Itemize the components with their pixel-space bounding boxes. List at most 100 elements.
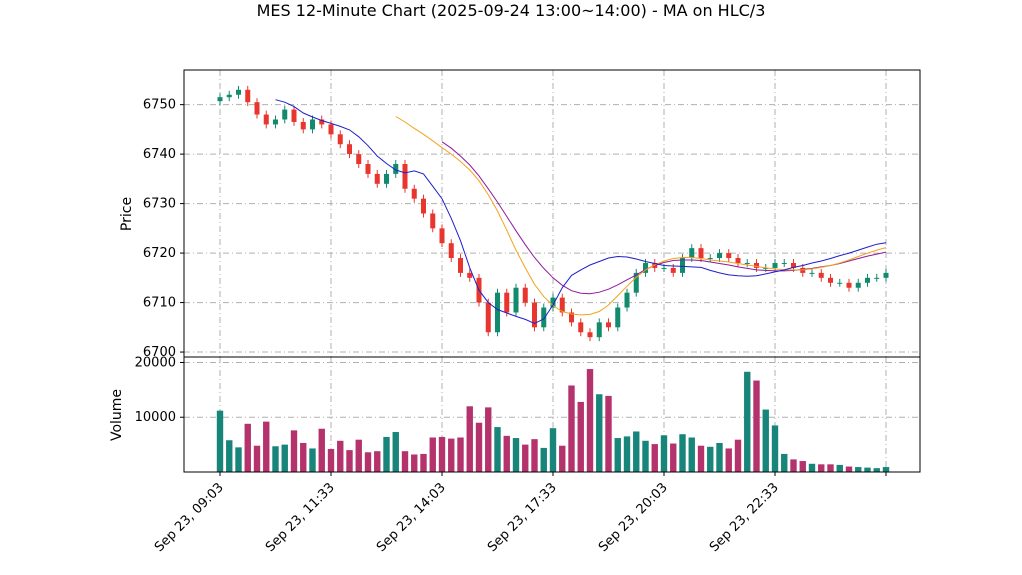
volume-bar [327,449,335,472]
candle-body [504,292,510,313]
price-tick-label: 6700 [143,345,176,360]
volume-bar [475,422,483,472]
price-y-ticks: 6700 6710 6720 6730 6740 6750 [143,98,184,360]
candle-body [587,332,593,338]
volume-bar [734,439,742,472]
volume-bar [855,467,862,472]
candle-body [513,287,519,313]
candle-body [254,102,260,115]
candle-body [217,97,223,102]
candle-body [698,248,704,259]
candle-body [420,198,427,214]
volume-bar [337,440,344,472]
volume-bar [392,432,399,472]
volume-bar [818,464,825,472]
volume-bar [549,428,557,472]
volume-bar [623,436,631,472]
volume-bar [688,437,695,472]
candle-body [282,109,288,120]
volume-bar [660,435,668,472]
candle-body [874,277,880,279]
candle-body [624,292,630,308]
candle-body [809,272,815,274]
volume-bar [799,461,806,472]
candle-body [467,272,473,278]
candle-body [448,243,454,259]
candle-body [263,114,269,125]
candle-body [883,272,889,278]
volume-bar [559,445,566,472]
candle-body [864,277,871,283]
candle-body [328,124,334,135]
x-tick-label: Sep 23, 09:03 [152,480,227,555]
candle-body [568,312,575,323]
volume-bars [216,369,890,472]
candle-body [615,307,621,328]
candle-body [319,119,325,125]
candle-body [689,248,695,259]
volume-bar [318,428,325,472]
volume-bar [596,394,603,472]
candle-body [753,262,760,268]
candle-body [300,121,306,130]
volume-bar [873,468,880,472]
volume-bar [346,450,353,472]
x-tick-label: Sep 23, 14:03 [374,480,449,555]
volume-bar [716,442,723,472]
chart-title: MES 12-Minute Chart (2025-09-24 13:00~14… [257,1,766,20]
candle-body [356,154,362,165]
price-tick-label: 6750 [143,98,176,113]
volume-tick-label: 20000 [135,355,176,370]
volume-bar [864,467,871,472]
candle-body [337,134,343,145]
volume-bar [281,444,288,472]
x-tick-label: Sep 23, 11:33 [263,480,338,555]
volume-bar [771,425,779,472]
volume-bar [235,447,242,472]
volume-bar [244,423,251,472]
candle-body [790,262,797,268]
candle-body [735,258,741,263]
volume-bar [781,453,788,472]
price-grid [184,70,920,357]
candle-body [430,213,436,229]
x-tick-label: Sep 23, 17:33 [485,480,560,555]
candle-body [818,272,824,278]
volume-axis-label: Volume [109,389,125,441]
volume-panel-frame [183,356,921,473]
candle-body [578,322,584,333]
candle-body [235,89,242,95]
volume-bar [614,438,621,472]
price-tick-label: 6740 [143,147,176,162]
x-ticks: Sep 23, 09:03 Sep 23, 11:33 Sep 23, 14:03 S… [152,472,887,555]
volume-bar [448,438,455,472]
volume-bar [633,431,640,472]
volume-bar [226,440,233,472]
candles [217,85,889,342]
volume-bar [429,437,436,472]
candle-body [531,302,538,328]
volume-bar [503,435,510,472]
volume-y-ticks: 10000 20000 [135,355,184,425]
volume-bar [512,438,520,472]
volume-bar [790,459,797,472]
volume-bar [808,463,816,472]
moving-average-lines [275,99,887,324]
candle-body [716,253,723,259]
volume-bar [272,446,279,472]
volume-bar [744,371,751,472]
candle-body [402,164,408,189]
volume-bar [836,464,843,472]
candle-body [393,164,399,174]
candle-body [559,297,565,313]
volume-bar [401,451,409,472]
volume-bar [577,401,584,472]
candle-body [661,267,667,269]
candle-body [679,258,686,273]
volume-bar [494,427,501,472]
volume-bar [540,447,547,472]
candle-body [670,267,676,273]
volume-bar [309,448,316,472]
volume-bar [753,380,760,472]
